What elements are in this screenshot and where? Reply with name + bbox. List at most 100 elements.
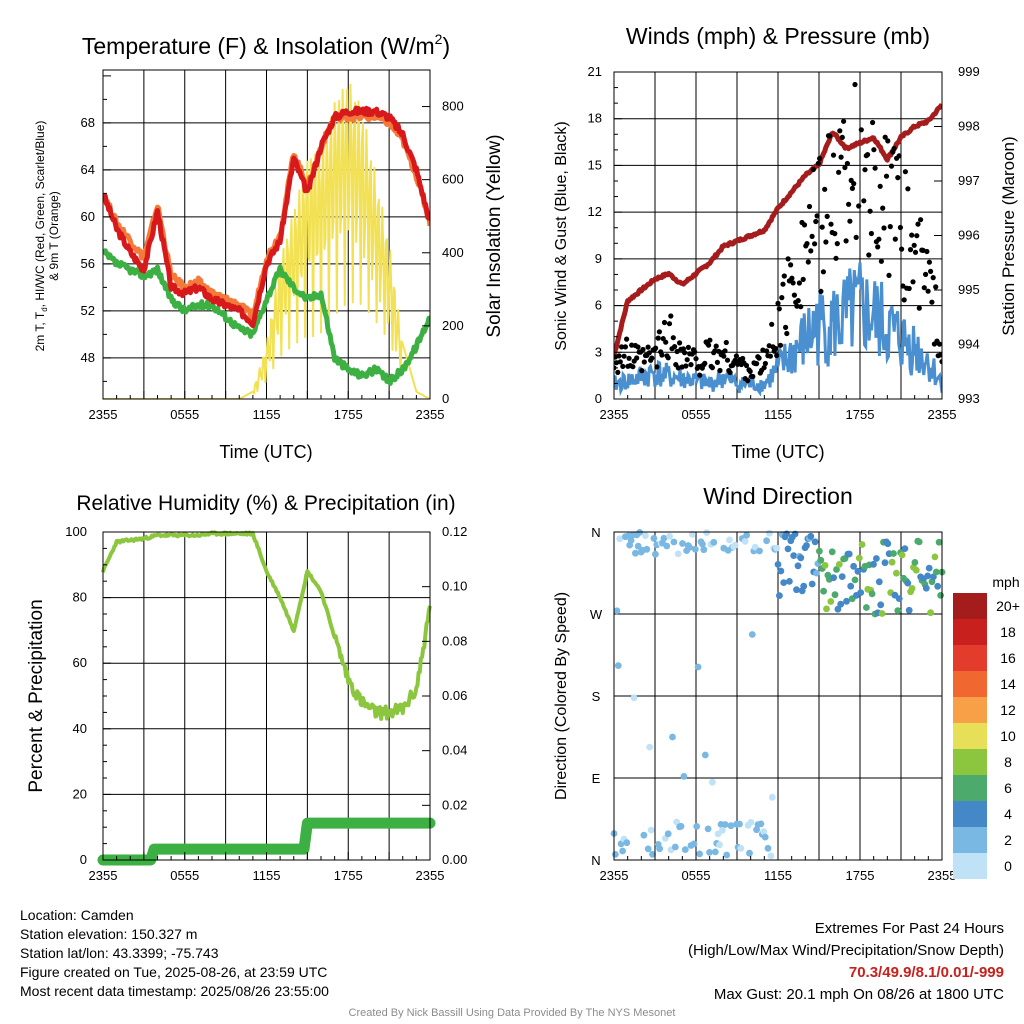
direction-point xyxy=(794,562,802,570)
y-tick-label-left: 60 xyxy=(73,655,87,670)
gust-point xyxy=(926,259,933,265)
y-tick-label-left: 64 xyxy=(81,162,95,177)
gust-point xyxy=(852,81,858,88)
direction-point xyxy=(680,773,688,780)
direction-point xyxy=(660,534,668,542)
direction-point xyxy=(677,822,685,830)
direction-point xyxy=(764,844,772,852)
direction-point xyxy=(808,580,816,588)
gust-point xyxy=(818,288,824,294)
y-tick-label-left: 18 xyxy=(588,111,602,126)
temperature-xlabel: Time (UTC) xyxy=(219,442,312,462)
direction-point xyxy=(898,551,906,559)
gust-point xyxy=(677,340,683,346)
direction-point xyxy=(726,536,733,544)
direction-point xyxy=(833,566,840,573)
gust-point xyxy=(790,280,796,286)
direction-point xyxy=(686,544,693,551)
speed-legend-label: 6 xyxy=(1004,780,1012,796)
figure-created: Figure created on Tue, 2025-08-26, at 23… xyxy=(20,964,328,980)
gust-point xyxy=(806,203,813,210)
gust-point xyxy=(923,271,929,277)
y-tick-label-left: 100 xyxy=(65,524,87,539)
gust-point xyxy=(692,349,698,355)
gust-point xyxy=(836,169,842,175)
x-tick-label: 2355 xyxy=(600,868,629,883)
direction-point xyxy=(756,547,763,555)
gust-point xyxy=(654,364,660,370)
gust-point xyxy=(837,128,843,134)
direction-point xyxy=(877,601,885,609)
speed-legend-label: 16 xyxy=(1000,650,1016,666)
gust-point xyxy=(801,222,808,228)
speed-legend-label: 10 xyxy=(1000,728,1016,744)
speed-legend-label: 14 xyxy=(1000,676,1016,692)
direction-point xyxy=(723,851,731,859)
gust-point xyxy=(804,241,810,247)
direction-point xyxy=(937,592,944,599)
gust-point xyxy=(833,255,839,261)
direction-point xyxy=(811,538,819,546)
station-latlon: Station lat/lon: 43.3399; -75.743 xyxy=(20,945,219,961)
direction-point xyxy=(855,554,863,562)
winds-ylabel-right: Station Pressure (Maroon) xyxy=(999,136,1018,335)
direction-point xyxy=(875,578,883,586)
gust-point xyxy=(764,348,770,354)
gust-point xyxy=(733,353,740,359)
gust-point xyxy=(724,357,731,363)
direction-ylabel-left: Direction (Colored By Speed) xyxy=(553,592,570,800)
direction-point xyxy=(704,825,712,833)
gust-point xyxy=(617,359,623,365)
direction-point xyxy=(699,540,706,548)
gust-point xyxy=(877,183,883,189)
gust-point xyxy=(916,305,922,311)
gust-point xyxy=(900,283,906,289)
gust-point xyxy=(795,298,801,304)
gust-point xyxy=(706,342,712,348)
x-tick-label: 1155 xyxy=(764,407,792,422)
gust-point xyxy=(875,244,881,250)
direction-point xyxy=(716,841,723,849)
temp-2m-line xyxy=(103,105,430,329)
x-tick-label: 1155 xyxy=(253,868,281,883)
gust-point xyxy=(682,350,688,356)
gust-point xyxy=(640,346,646,353)
y-tick-label-right: 993 xyxy=(958,391,980,406)
gust-point xyxy=(838,154,844,160)
gust-point xyxy=(754,361,760,367)
direction-point xyxy=(863,604,870,611)
gust-point xyxy=(849,185,856,191)
humidity-panel: Relative Humidity (%) & Precipitation (i… xyxy=(26,492,467,883)
gust-point xyxy=(663,339,669,345)
direction-point xyxy=(890,550,897,557)
gust-point xyxy=(661,319,668,326)
y-tick-label-right: 800 xyxy=(442,99,464,114)
x-tick-label: 1755 xyxy=(334,407,363,422)
direction-point xyxy=(777,567,785,575)
gust-point xyxy=(723,339,729,346)
direction-point xyxy=(612,851,619,858)
gust-point xyxy=(619,344,625,350)
x-tick-label: 1755 xyxy=(334,868,363,883)
gust-point xyxy=(924,248,930,255)
x-tick-label: 1755 xyxy=(846,407,875,422)
gust-point xyxy=(939,359,942,365)
x-tick-label: 2355 xyxy=(89,407,118,422)
y-tick-label-right: 995 xyxy=(958,282,980,297)
gust-point xyxy=(868,230,875,237)
y-tick-label-right: 0.12 xyxy=(442,524,467,539)
direction-point xyxy=(737,844,745,852)
precipitation-line xyxy=(97,817,436,866)
speed-legend-swatch xyxy=(953,749,987,775)
gust-point xyxy=(777,342,784,348)
direction-point xyxy=(838,573,846,580)
gust-point xyxy=(805,259,811,265)
extremes-heading: Extremes For Past 24 Hours xyxy=(814,920,1004,937)
gust-point xyxy=(785,256,791,262)
speed-legend-swatch xyxy=(953,645,987,671)
gust-point xyxy=(823,239,829,245)
gust-point xyxy=(902,169,909,175)
gust-point xyxy=(634,355,640,361)
speed-legend-label: 18 xyxy=(1000,624,1016,640)
gust-point xyxy=(847,218,853,224)
